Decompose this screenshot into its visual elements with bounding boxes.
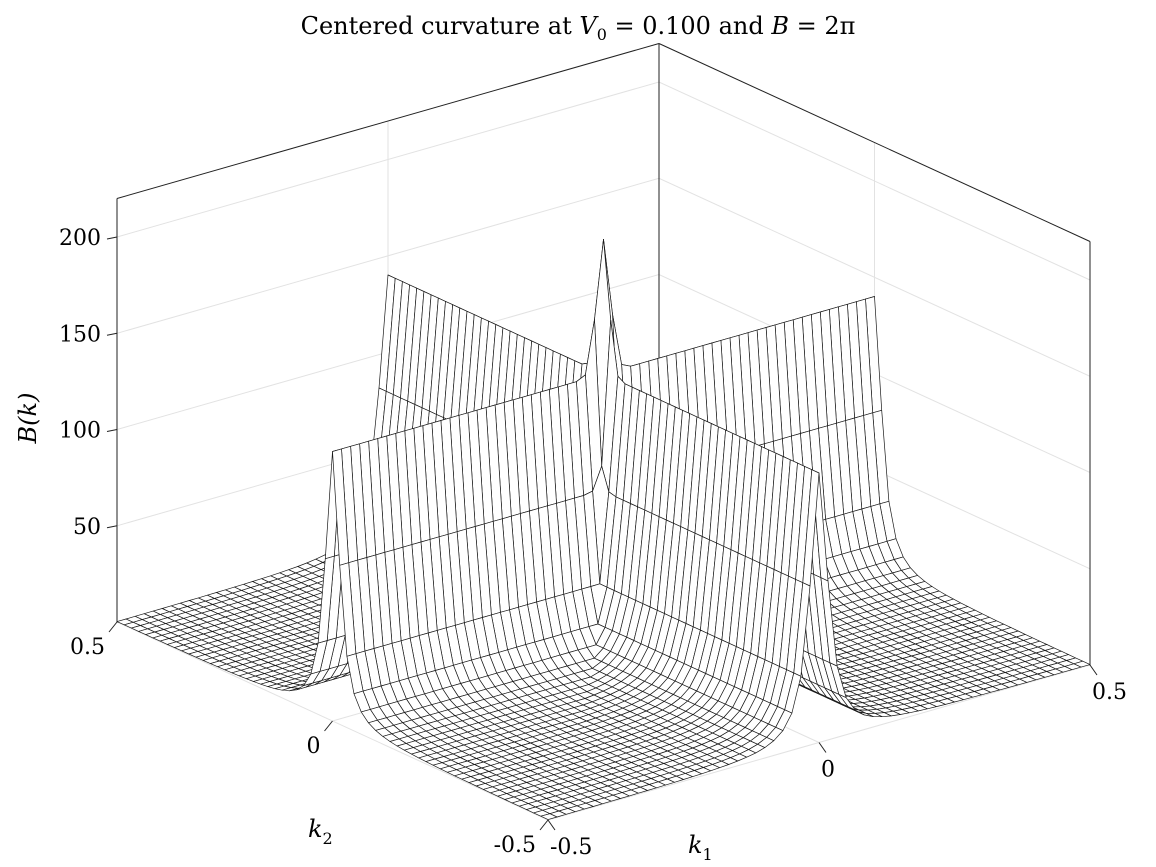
chart-title: Centered curvature at V0 = 0.100 and B =… <box>301 12 856 44</box>
x-tick-mark-0 <box>547 819 556 831</box>
y-tick-mark-1 <box>324 720 333 732</box>
x-tick-label-1: 0 <box>821 758 835 783</box>
z-tick-mark-2 <box>106 332 118 336</box>
title-b-symbol: B <box>770 12 789 40</box>
z-tick-mark-1 <box>106 429 118 432</box>
z-tick-mark-3 <box>106 236 118 240</box>
x-tick-mark-1 <box>818 742 827 753</box>
title-b-value: = 2π <box>789 12 855 40</box>
y-axis-label-symbol: k <box>308 815 323 843</box>
y-tick-label-0: -0.5 <box>494 833 536 858</box>
z-tick-label-2: 150 <box>59 322 101 347</box>
title-v-value: = 0.100 and <box>607 12 771 40</box>
x-axis-label-subscript: 1 <box>703 845 713 864</box>
axes-box-edge-3 <box>116 43 660 199</box>
y-tick-mark-2 <box>108 621 118 633</box>
tick-labels: 50 100 150 200 -0.5 0 0.5 -0.5 0 0.5 <box>59 226 1127 860</box>
title-prefix: Centered curvature at <box>301 12 580 40</box>
y-tick-mark-0 <box>539 819 549 831</box>
y-tick-label-1: 0 <box>307 734 321 759</box>
surface-face <box>540 813 558 820</box>
x-tick-label-2: 0.5 <box>1092 680 1127 705</box>
x-axis-label: k1 <box>688 831 713 864</box>
title-v-subscript: 0 <box>597 25 607 44</box>
z-tick-label-0: 50 <box>73 515 101 540</box>
z-axis-label: B(k) <box>14 393 42 445</box>
z-tick-mark-0 <box>106 525 118 529</box>
x-axis-label-symbol: k <box>688 831 703 859</box>
x-tick-label-0: -0.5 <box>550 835 592 860</box>
z-tick-label-3: 200 <box>59 226 101 251</box>
title-v-symbol: V <box>579 12 599 40</box>
y-axis-label-subscript: 2 <box>323 829 333 848</box>
surface-mesh <box>116 238 1091 820</box>
z-tick-label-1: 100 <box>59 419 101 444</box>
axes-box-edge-4 <box>658 43 1091 242</box>
y-tick-label-2: 0.5 <box>70 635 105 660</box>
x-tick-mark-2 <box>1089 664 1098 676</box>
y-axis-label: k2 <box>308 815 333 848</box>
